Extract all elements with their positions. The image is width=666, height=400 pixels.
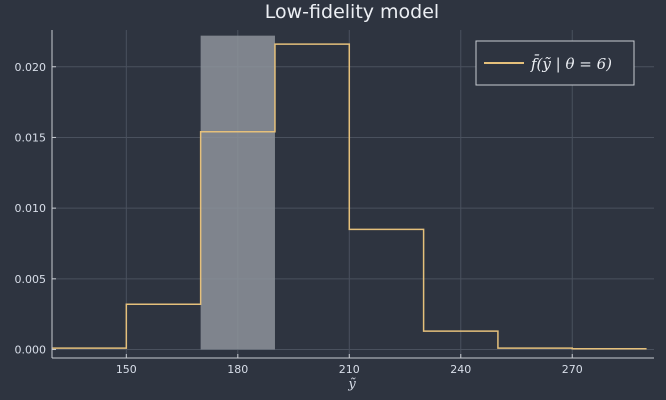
y-tick-label: 0.005 xyxy=(15,273,47,286)
series-layer xyxy=(52,43,647,350)
highlight-rect xyxy=(200,35,275,350)
y-tick-label: 0.015 xyxy=(15,131,47,144)
histogram-step-line xyxy=(52,43,647,350)
x-tick-label: 270 xyxy=(562,363,583,376)
axes xyxy=(51,30,654,359)
tick-labels: 150 180 210 240 270 0.000 0.005 0.010 0.015 0.020 xyxy=(15,61,583,376)
chart-title: Low-fidelity model xyxy=(265,1,439,23)
y-tick-label: 0.020 xyxy=(15,61,47,74)
legend: f̄(ỹ | θ = 6) xyxy=(475,40,635,86)
x-tick-label: 180 xyxy=(227,363,248,376)
x-tick-label: 240 xyxy=(450,363,471,376)
y-tick-label: 0.000 xyxy=(15,344,47,357)
y-tick-label: 0.010 xyxy=(15,202,47,215)
x-tick-label: 210 xyxy=(339,363,360,376)
x-tick-label: 150 xyxy=(116,363,137,376)
legend-label: f̄(ỹ | θ = 6) xyxy=(530,55,612,73)
highlight-region xyxy=(200,35,275,350)
x-axis-label: ỹ xyxy=(347,377,356,392)
